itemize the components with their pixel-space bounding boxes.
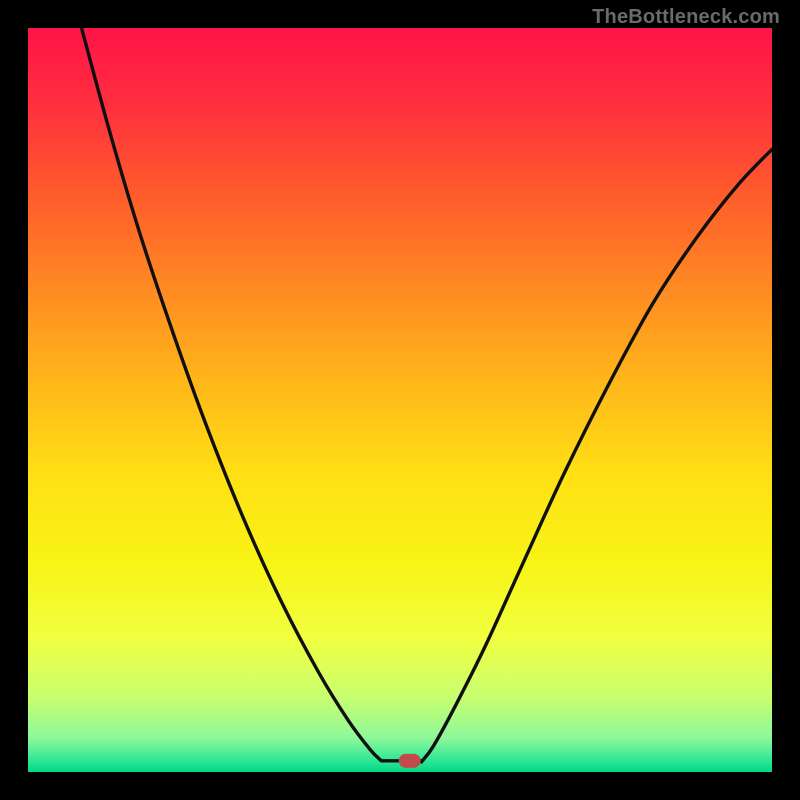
chart-container: { "chart": { "type": "line", "width_px":…: [0, 0, 800, 800]
minimum-marker: [399, 754, 421, 768]
bottleneck-chart: [0, 0, 800, 800]
watermark-text: TheBottleneck.com: [592, 6, 780, 29]
plot-background-gradient: [28, 28, 772, 772]
